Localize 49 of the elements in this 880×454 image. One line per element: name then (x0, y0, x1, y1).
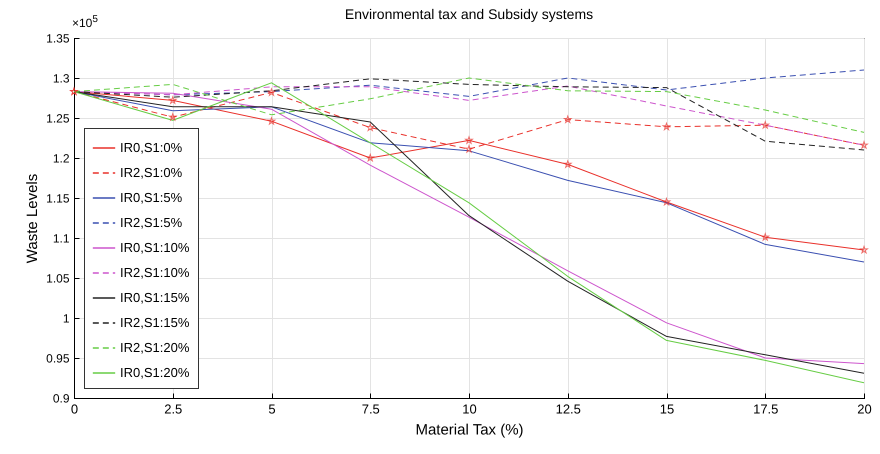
legend-label: IR0,S1:0% (120, 140, 183, 155)
point (761, 121, 770, 129)
x-tick-label: 2.5 (164, 402, 182, 416)
point (564, 116, 572, 123)
point (168, 96, 177, 104)
point (366, 154, 374, 162)
y-tick-label: 1.35 (46, 32, 70, 46)
y-tick-label: 1.1 (52, 232, 70, 246)
point (465, 136, 473, 144)
point (268, 88, 276, 96)
x-tick-label: 15 (660, 402, 674, 416)
legend-label: IR2,S1:0% (120, 165, 183, 180)
y-tick-label: 0.9 (52, 392, 70, 406)
text: ×10$^{5}$ (72, 14, 98, 30)
chart-title: Environmental tax and Subsidy systems (344, 6, 594, 22)
legend-label: IR0,S1:5% (120, 190, 183, 205)
y-tick-label: 1.05 (46, 272, 70, 286)
y-tick-label: 1 (62, 312, 70, 326)
x-axis-title: Material Tax (%) (415, 422, 524, 438)
x-tick-label: 7.5 (362, 402, 380, 416)
legend-label: IR2,S1:5% (120, 215, 183, 230)
y-axis-title: Waste Levels (24, 174, 42, 264)
x-tick-label: 0 (70, 402, 78, 416)
point (366, 124, 374, 131)
x-tick-label: 20 (857, 402, 872, 416)
point (168, 113, 177, 121)
y-tick-label: 0.95 (46, 352, 70, 366)
point (465, 145, 473, 153)
y-tick-label: 1.3 (52, 72, 70, 86)
legend-label: IR2,S1:20% (120, 340, 190, 355)
y-tick-label: 1.15 (46, 192, 70, 206)
x-tick-label: 5 (268, 402, 276, 416)
point (662, 198, 670, 206)
point (564, 160, 572, 168)
legend-label: IR0,S1:20% (120, 365, 190, 380)
y-tick-label: 1.2 (52, 152, 70, 166)
x-tick-label: 12.5 (556, 402, 581, 416)
legend-label: IR0,S1:10% (120, 240, 190, 255)
legend-label: IR2,S1:10% (120, 265, 190, 280)
y-tick-label: 1.25 (46, 112, 70, 126)
point (860, 246, 868, 254)
point (860, 141, 868, 149)
legend-label: IR0,S1:15% (120, 290, 190, 305)
legend-label: IR2,S1:15% (120, 315, 190, 330)
point (268, 117, 276, 125)
x-tick-label: 17.5 (753, 402, 778, 416)
point (761, 233, 770, 241)
x-tick-label: 10 (462, 402, 477, 416)
point (662, 122, 670, 130)
